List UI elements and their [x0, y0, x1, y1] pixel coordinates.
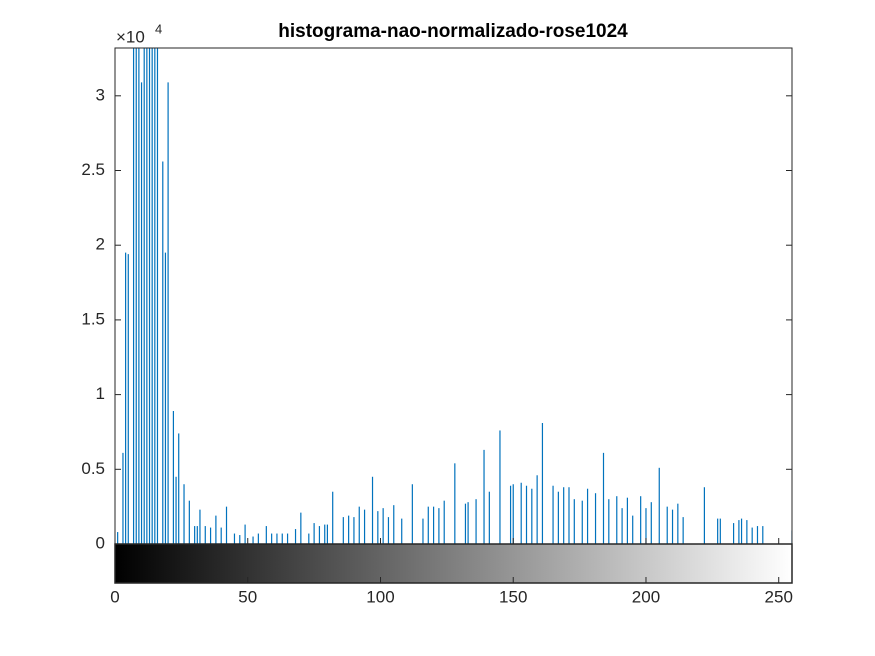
y-tick-label: 2 [96, 235, 105, 254]
x-tick-label: 100 [366, 587, 394, 606]
x-tick-label: 200 [632, 587, 660, 606]
y-tick-label: 1 [96, 384, 105, 403]
bars [117, 48, 792, 544]
x-tick-label: 50 [238, 587, 257, 606]
y-tick-label: 1.5 [81, 309, 105, 328]
colorbar [114, 543, 793, 584]
x-tick-label: 250 [765, 587, 793, 606]
x-tick-label: 150 [499, 587, 527, 606]
y-exponent: 4 [155, 21, 162, 36]
y-tick-label: 0 [96, 533, 105, 552]
plot-area [115, 48, 792, 544]
y-tick-label: 0.5 [81, 459, 105, 478]
chart-title: histograma-nao-normalizado-rose1024 [278, 21, 628, 42]
y-tick-label: 3 [96, 85, 105, 104]
y-tick-label: 2.5 [81, 160, 105, 179]
y-exponent-base: ×10 [116, 27, 145, 46]
x-tick-label: 0 [110, 587, 119, 606]
